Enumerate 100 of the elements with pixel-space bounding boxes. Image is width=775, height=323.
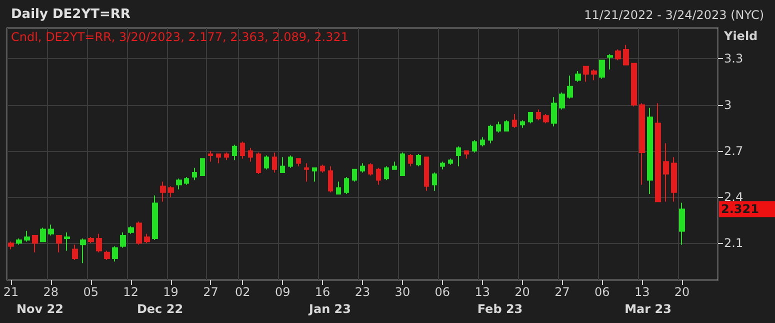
candlestick — [528, 112, 533, 124]
x-tick-label: 27 — [554, 285, 570, 299]
candlestick — [360, 162, 365, 173]
y-tick-label: 2.4 — [724, 190, 744, 204]
candlestick — [256, 152, 261, 174]
candlestick — [96, 233, 102, 253]
candlestick — [392, 161, 397, 170]
candlestick — [32, 234, 38, 253]
x-tick-label: 16 — [314, 285, 330, 299]
candlestick — [448, 158, 453, 166]
candlestick — [192, 167, 197, 181]
candlestick — [264, 155, 269, 170]
candlestick — [184, 176, 189, 186]
candlestick — [424, 156, 429, 192]
candlestick — [248, 147, 253, 162]
text: Feb 23 — [477, 302, 523, 316]
candlestick — [136, 221, 142, 246]
candlestick — [352, 168, 357, 182]
candlestick — [551, 96, 557, 127]
candlestick — [200, 158, 205, 176]
y-tick-label: 3.3 — [724, 52, 744, 66]
candlestick — [144, 233, 150, 244]
candlestick — [488, 124, 493, 144]
text: Dec 22 — [136, 302, 184, 316]
candlestick — [80, 238, 86, 264]
candlestick — [168, 186, 174, 198]
x-tick-label: 28 — [43, 285, 59, 299]
x-tick-label: 19 — [163, 285, 178, 299]
annotation: Cndl, DE2YT=RR, 3/20/2023, 2.177, 2.363, 2.089, 2.321 — [11, 30, 348, 44]
candlestick — [623, 44, 629, 66]
candlestick — [671, 156, 677, 202]
candlestick — [112, 246, 118, 262]
candlestick — [312, 167, 317, 182]
x-tick-label: 20 — [674, 285, 690, 299]
candlestick — [647, 107, 653, 194]
candlestick — [472, 140, 477, 153]
x-tick-label: 06 — [594, 285, 610, 299]
y-tick-label: 2.1 — [724, 236, 744, 250]
candlestick — [336, 181, 341, 194]
x-tick-label: 12 — [123, 285, 138, 299]
y-tick-label: 2.7 — [724, 144, 744, 158]
candlestick — [272, 152, 277, 173]
candlestick — [344, 176, 349, 194]
candlestick — [432, 172, 437, 192]
candlestick — [591, 68, 597, 81]
candlestick — [288, 155, 293, 168]
candlestick — [655, 102, 661, 202]
x-tick-label: 21 — [3, 285, 19, 299]
candlestick — [384, 166, 389, 181]
chart-title: Daily DE2YT=RR — [11, 7, 130, 22]
x-tick-label: 30 — [394, 285, 410, 299]
candlestick — [440, 161, 445, 170]
candlestick — [400, 152, 405, 176]
candlestick — [104, 250, 110, 261]
candlestick — [328, 166, 333, 193]
candlestick — [176, 178, 182, 190]
candlestick — [520, 120, 525, 128]
x-tick-label: 20 — [514, 285, 530, 299]
candlestick — [679, 202, 685, 246]
candlestick — [232, 144, 237, 161]
candlestick — [224, 152, 229, 161]
candlestick — [88, 236, 94, 244]
x-tick-label: 09 — [274, 285, 290, 299]
candlestick — [8, 241, 14, 250]
candlestick — [320, 164, 325, 173]
candlestick — [575, 70, 581, 82]
x-tick-label: 23 — [354, 285, 370, 299]
candlestick — [567, 75, 573, 100]
y-tick-label: 3 — [724, 98, 732, 112]
candlestick — [296, 158, 301, 167]
candlestick — [639, 102, 645, 186]
x-tick-label: 06 — [434, 285, 450, 299]
candlestick — [48, 224, 54, 236]
candlestick — [152, 194, 158, 241]
candlestick — [280, 156, 285, 173]
text: Jan 23 — [308, 302, 351, 316]
candlestick — [631, 62, 637, 107]
candlestick — [663, 142, 669, 202]
candlestick — [599, 60, 605, 80]
text: Nov 22 — [16, 302, 64, 316]
candlestick — [40, 227, 46, 242]
x-tick-label: 13 — [474, 285, 490, 299]
candlestick — [64, 232, 70, 252]
candlestick — [304, 162, 309, 182]
candlestick — [240, 141, 245, 160]
candlestick — [120, 232, 126, 248]
candlestick — [208, 150, 213, 162]
candlestick — [416, 154, 421, 167]
text: Mar 23 — [624, 302, 672, 316]
candlestick — [496, 121, 501, 133]
candlestick — [128, 226, 134, 234]
candlestick — [408, 154, 413, 167]
x-tick-label: 05 — [83, 285, 99, 299]
text: 2.321 — [721, 202, 759, 216]
chart-subtitle: 11/21/2022 - 3/24/2023 (NYC) — [584, 8, 764, 22]
y-axis-title: Yield — [723, 29, 758, 43]
candlestick — [56, 234, 62, 253]
candlestick — [607, 54, 613, 70]
x-tick-label: 02 — [235, 285, 250, 299]
candlestick — [480, 136, 485, 147]
